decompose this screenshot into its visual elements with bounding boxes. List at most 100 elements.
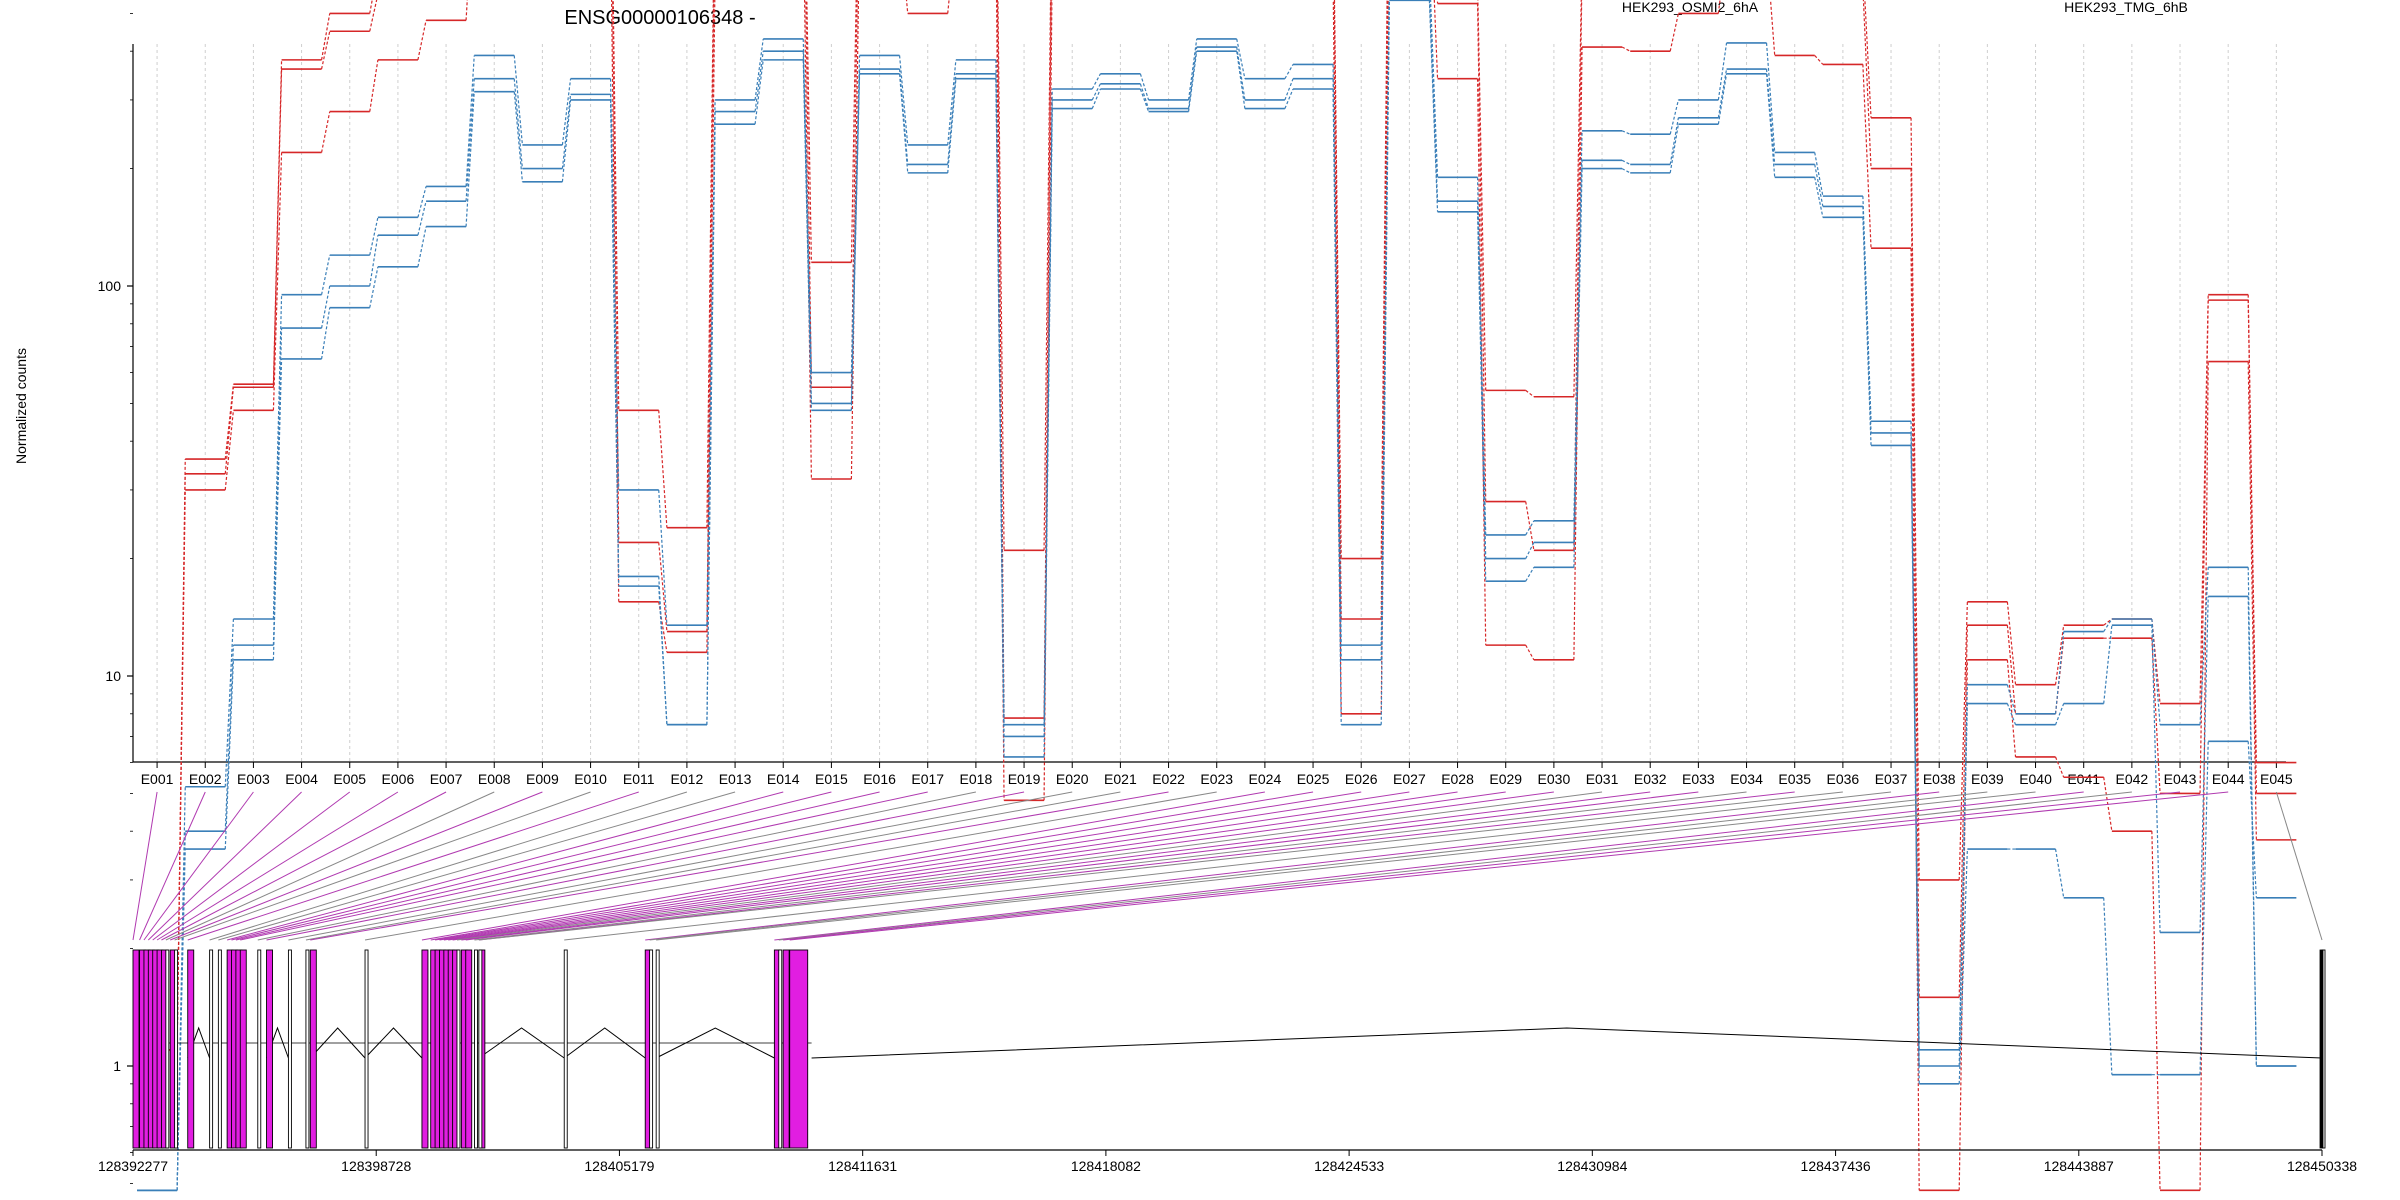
series-connector [1573,168,1583,568]
exon-box-e039 [649,949,654,1149]
x-tick-label-e044: E044 [2212,771,2245,787]
series-connector [1236,38,1246,79]
series-tmg-5 [137,0,2297,1192]
exon-box-e001 [132,949,140,1149]
gridlines [156,44,2277,762]
exon-connector-lines [132,791,2323,941]
x-tick-label-e004: E004 [285,771,318,787]
exon-box-e023 [364,949,369,1149]
series-connector [272,358,283,660]
exon-box-e019 [266,949,273,1149]
series-connector [224,387,235,474]
x-tick-label-e010: E010 [574,771,607,787]
genomic-tick-label-6: 128430984 [1557,1158,1627,1174]
connector-e018 [257,791,976,941]
exon-box-e024 [421,949,429,1149]
series-connector [1669,13,1679,52]
series-connector [369,0,373,14]
series-connector [369,235,379,287]
series-connector [2151,831,2161,1191]
series-connector [850,0,858,388]
series-connector [272,69,283,388]
intron [655,1027,775,1059]
series-connector [1814,55,1824,65]
series-connector [1525,644,1535,661]
series-connector [995,78,1005,757]
connector-e032 [461,791,1651,941]
series-connector [947,59,957,145]
series-connector [176,489,186,1050]
exon-box-e017 [239,949,247,1149]
x-tick-label-e043: E043 [2164,771,2197,787]
series-connector [1091,83,1101,101]
x-tick-label-e037: E037 [1875,771,1908,787]
x-tick-label-e001: E001 [141,771,174,787]
x-tick-label-e033: E033 [1682,771,1715,787]
series-connector [997,0,1005,551]
intron-long [811,1027,2323,1059]
genomic-coordinate-axis: 128392277 128398728 128405179 128411631 1284… [98,1149,2357,1174]
series-connector [176,849,186,1191]
connector-e029 [448,791,1506,941]
series-connector [417,20,427,61]
series-lines [137,0,2297,1192]
genomic-tick-label-4: 128418082 [1071,1158,1141,1174]
series-connector [1139,73,1150,101]
series-connector [2199,567,2209,725]
series-connector [1380,0,1388,620]
x-tick-label-e034: E034 [1730,771,1763,787]
series-connector [1814,164,1824,207]
x-tick-label-e021: E021 [1104,771,1137,787]
exon-box-e044 [789,949,809,1149]
series-connector [1814,177,1824,218]
exon-box-e037 [563,949,568,1149]
series-connector [272,152,283,411]
series-connector [1910,445,1920,1084]
series-connector [609,78,620,490]
series-connector [2103,618,2113,626]
series-connector [1862,64,1872,249]
series-connector [1139,83,1150,109]
series-connector [1769,0,1776,56]
intron [309,1027,366,1059]
series-connector [1621,159,1631,165]
series-connector [2054,756,2065,778]
series-connector [2054,703,2065,725]
connector-e004 [147,791,302,941]
connector-e024 [421,791,1265,941]
series-connector [272,294,283,620]
y-axis: 1101001000 [98,13,134,1184]
x-tick-label-e017: E017 [911,771,944,787]
x-tick-label-e030: E030 [1538,771,1571,787]
series-connector [1043,108,1053,757]
connector-e045 [2275,791,2323,941]
connector-e042 [778,791,2132,941]
series-connector [754,51,764,112]
series-connector [1621,46,1631,52]
x-tick-label-e023: E023 [1200,771,1233,787]
series-connector [2103,618,2113,632]
series-connector [224,645,235,832]
series-connector [465,0,468,21]
series-connector [1958,849,1968,1084]
x-tick-label-e022: E022 [1152,771,1185,787]
series-connector [802,59,812,411]
connector-e026 [435,791,1362,941]
connector-e021 [305,791,1121,941]
series-connector [1525,501,1535,551]
x-tick-label-e014: E014 [767,771,800,787]
x-tick-label-e031: E031 [1586,771,1619,787]
chart-title: ENSG00000106348 - [564,7,755,29]
series-connector [561,99,572,182]
series-connector [1187,46,1198,109]
exon-box-e043 [782,949,790,1149]
series-connector [2247,596,2257,1067]
connector-e033 [465,791,1699,941]
series-connector [898,68,909,165]
series-connector [1765,68,1776,165]
exon-box-e033 [465,949,473,1149]
series-connector [561,78,572,145]
series-connector [1333,0,1342,620]
x-tick-label-e007: E007 [430,771,463,787]
exon-box-last [2319,949,2324,1149]
